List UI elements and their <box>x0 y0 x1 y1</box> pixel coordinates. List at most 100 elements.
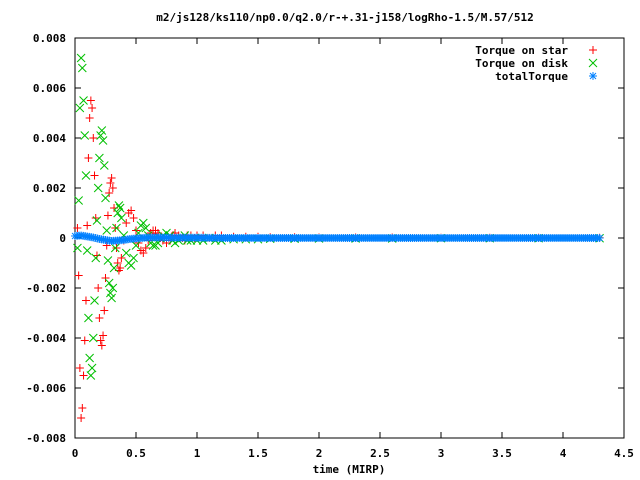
data-point <box>85 353 94 363</box>
data-point <box>95 153 104 163</box>
data-point <box>101 193 110 203</box>
legend-marker <box>588 58 598 68</box>
data-point <box>85 114 94 122</box>
data-point <box>92 216 102 225</box>
x-axis: 0 0.5 1 1.5 2 2.5 3 3.5 4 4.5 <box>72 38 634 460</box>
data-point <box>76 53 86 63</box>
data-point <box>73 243 82 253</box>
data-point <box>107 293 116 303</box>
data-point <box>103 211 112 220</box>
data-point <box>79 371 88 380</box>
x-tick-label: 4.5 <box>614 447 634 460</box>
x-tick-label: 1.5 <box>248 447 268 460</box>
x-tick-label: 3 <box>438 447 445 460</box>
data-point <box>112 223 121 233</box>
legend-marker <box>589 72 597 80</box>
data-point <box>141 223 151 233</box>
x-tick-label: 2.5 <box>370 447 390 460</box>
data-point <box>93 183 103 193</box>
y-tick-label: 0 <box>59 232 66 245</box>
data-point <box>90 296 99 305</box>
data-point <box>115 203 125 213</box>
data-point <box>77 414 86 422</box>
x-tick-label: 3.5 <box>492 447 512 460</box>
y-tick-label: 0.006 <box>33 82 66 95</box>
data-point <box>105 189 114 197</box>
data-point <box>75 364 84 372</box>
data-point <box>112 244 121 252</box>
data-point <box>129 253 138 263</box>
data-point <box>139 249 148 257</box>
y-tick-label: 0.002 <box>33 182 66 195</box>
data-point <box>81 232 90 241</box>
data-point <box>94 284 103 292</box>
data-point <box>99 331 108 340</box>
data-point <box>101 274 110 282</box>
data-point <box>87 233 96 242</box>
data-point <box>86 371 96 380</box>
data-point <box>121 248 131 258</box>
data-point <box>98 136 108 145</box>
data-point <box>97 341 106 350</box>
chart-title: m2/js128/ks110/np0.0/q2.0/r-+.31-j158/lo… <box>156 11 534 24</box>
data-point <box>106 179 115 187</box>
data-point <box>122 219 131 227</box>
data-point <box>74 271 83 280</box>
data-point <box>114 201 124 210</box>
y-tick-label: 0.004 <box>33 132 66 145</box>
data-point <box>107 174 116 182</box>
data-point <box>127 206 136 215</box>
data-point <box>99 161 109 170</box>
data-point <box>131 241 141 250</box>
y-tick-label: -0.002 <box>26 282 66 295</box>
data-point <box>113 208 123 218</box>
y-tick-label: -0.008 <box>26 432 66 445</box>
data-point <box>113 259 122 267</box>
data-point <box>141 244 150 252</box>
data-point <box>108 184 117 192</box>
series-plus <box>73 96 604 422</box>
data-point <box>111 224 120 232</box>
data-point <box>96 131 105 140</box>
data-point <box>91 214 100 222</box>
data-point <box>86 96 95 105</box>
data-point <box>106 288 115 298</box>
x-tick-label: 2 <box>316 447 323 460</box>
data-point <box>90 171 99 180</box>
x-tick-label: 4 <box>560 447 567 460</box>
data-point <box>593 234 602 242</box>
data-point <box>84 313 93 323</box>
data-point <box>80 131 90 140</box>
data-point <box>74 196 84 205</box>
data-point <box>104 278 114 288</box>
data-point <box>84 154 93 162</box>
data-point <box>108 283 118 293</box>
data-point <box>103 256 113 265</box>
data-point <box>81 171 91 180</box>
data-point <box>83 221 92 230</box>
legend-label: Torque on star <box>475 44 568 57</box>
data-point <box>77 63 87 73</box>
y-tick-label: 0.008 <box>33 32 66 45</box>
data-point <box>79 96 88 105</box>
data-point <box>81 296 90 305</box>
data-point <box>82 246 92 255</box>
x-tick-label: 1 <box>194 447 201 460</box>
series-star <box>71 231 604 245</box>
legend-label: Torque on disk <box>475 57 568 70</box>
series-layer <box>71 53 604 422</box>
data-point <box>80 336 89 345</box>
data-point <box>97 126 107 135</box>
x-axis-label: time (MIRP) <box>313 463 386 476</box>
data-point <box>110 243 120 253</box>
data-point <box>117 254 126 262</box>
data-point <box>95 314 104 322</box>
data-point <box>88 333 98 343</box>
data-point <box>75 103 85 113</box>
data-point <box>91 253 101 263</box>
total-torque-band <box>73 231 602 245</box>
series-cross <box>73 53 604 380</box>
data-point <box>129 214 138 222</box>
